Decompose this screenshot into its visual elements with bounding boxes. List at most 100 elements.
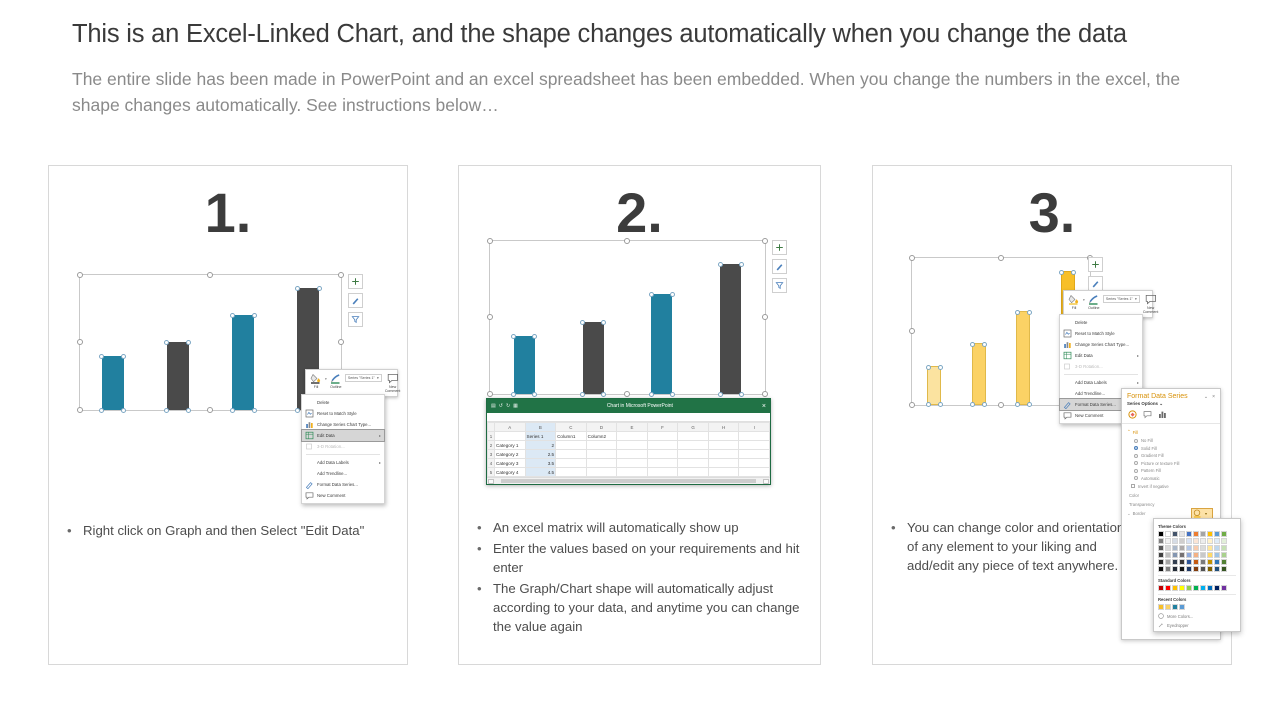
theme-shade-row[interactable] [1158,545,1236,551]
cell-g5[interactable] [677,467,709,477]
cell-d5[interactable] [585,467,618,477]
swatch[interactable] [1221,538,1227,544]
resize-handle-bl[interactable] [908,401,915,408]
cell-g4[interactable] [677,458,709,468]
chart-elements-icon[interactable] [772,240,787,255]
resize-handle-mr[interactable] [337,339,344,345]
resize-handle-tl[interactable] [486,237,493,244]
cell-b5[interactable]: 4.5 [524,467,557,477]
bar-category-4[interactable] [717,261,744,397]
cell-h4[interactable] [707,458,740,468]
chart-elements-icon[interactable] [348,274,363,289]
bar-category-2[interactable] [970,341,988,407]
resize-handle-tr[interactable] [337,271,344,278]
color-field[interactable]: Color [1129,493,1215,498]
cell-i3[interactable] [738,449,770,459]
swatch[interactable] [1200,538,1206,544]
col-header-a[interactable]: A [494,422,526,432]
swatch[interactable] [1200,566,1206,572]
cell-i5[interactable] [738,467,770,477]
swatch[interactable] [1214,566,1220,572]
fill-icon[interactable] [1128,410,1137,419]
swatch[interactable] [1158,545,1164,551]
chart-styles-icon[interactable] [772,259,787,274]
row-header[interactable]: 5 [487,467,495,477]
theme-colors-shades[interactable] [1158,538,1236,572]
cell-d1[interactable]: Column2 [585,431,618,441]
cell-b1[interactable]: Series 1 [524,431,557,441]
swatch[interactable] [1186,566,1192,572]
col-header-h[interactable]: H [707,422,740,432]
swatch[interactable] [1214,538,1220,544]
swatch[interactable] [1172,545,1178,551]
cell-i2[interactable] [738,440,770,450]
cell-f2[interactable] [646,440,679,450]
chart-selection-frame-1[interactable] [76,271,363,413]
scrollbar-thumb[interactable] [501,479,756,483]
scroll-right-arrow[interactable] [763,478,769,484]
effects-icon[interactable] [1143,410,1152,419]
swatch[interactable] [1158,559,1164,565]
theme-shade-row[interactable] [1158,566,1236,572]
swatch[interactable] [1221,531,1227,537]
bar-category-2[interactable] [580,319,607,397]
swatch[interactable] [1221,552,1227,558]
outline-button[interactable]: Outline [1088,294,1100,310]
radio-automatic[interactable]: Automatic [1134,476,1215,481]
resize-handle-bc[interactable] [207,406,213,413]
swatch[interactable] [1158,585,1164,591]
cell-f5[interactable] [646,467,679,477]
cell-e1[interactable] [616,431,648,441]
undo-icon[interactable]: ↺ [498,403,503,409]
swatch[interactable] [1193,566,1199,572]
outline-button[interactable]: Outline [330,373,342,389]
chart-styles-icon[interactable] [348,293,363,308]
bar-category-2[interactable] [164,339,192,413]
resize-handle-tr[interactable] [761,237,768,244]
swatch[interactable] [1165,552,1171,558]
swatch[interactable] [1172,552,1178,558]
swatch[interactable] [1158,566,1164,572]
swatch[interactable] [1172,531,1178,537]
chart-styles-icon[interactable] [1088,276,1103,291]
swatch[interactable] [1200,585,1206,591]
checkbox-icon[interactable] [1131,484,1135,489]
cell-b3[interactable]: 2.5 [524,449,557,459]
swatch[interactable] [1179,538,1185,544]
context-menu-item-format-data-series[interactable]: Format Data Series... [1059,398,1143,411]
swatch[interactable] [1200,531,1206,537]
cell-c5[interactable] [555,467,587,477]
theme-shade-row[interactable] [1158,538,1236,544]
swatch[interactable] [1221,559,1227,565]
bar-category-3[interactable] [229,312,257,413]
resize-handle-ml[interactable] [908,328,915,334]
cell-h1[interactable] [707,431,740,441]
row-header[interactable]: 1 [487,431,495,441]
context-menu-item-delete[interactable]: Delete [1060,317,1142,328]
swatch[interactable] [1165,538,1171,544]
resize-handle-tl[interactable] [908,254,915,261]
series-icon[interactable] [1158,410,1167,419]
swatch[interactable] [1214,531,1220,537]
resize-handle-bc[interactable] [624,390,630,397]
swatch[interactable] [1207,559,1213,565]
col-header-d[interactable]: D [585,422,618,432]
radio-solid-fill[interactable]: Solid Fill [1134,446,1215,451]
swatch[interactable] [1207,538,1213,544]
swatch[interactable] [1179,585,1185,591]
col-header-i[interactable]: I [738,422,770,432]
horizontal-scrollbar[interactable] [487,477,770,484]
radio-icon[interactable] [1134,468,1138,473]
cell-g3[interactable] [677,449,709,459]
swatch[interactable] [1200,552,1206,558]
excel-formula-bar[interactable] [487,413,770,422]
cell-a4[interactable]: Category 3 [494,458,526,468]
new-comment-button[interactable]: New Comment [1143,294,1158,314]
swatch[interactable] [1172,559,1178,565]
resize-handle-bl[interactable] [486,390,493,397]
swatch[interactable] [1165,566,1171,572]
col-header-f[interactable]: F [646,422,679,432]
swatch[interactable] [1193,531,1199,537]
redo-icon[interactable]: ↻ [505,403,511,409]
bar-category-1[interactable] [511,333,538,397]
